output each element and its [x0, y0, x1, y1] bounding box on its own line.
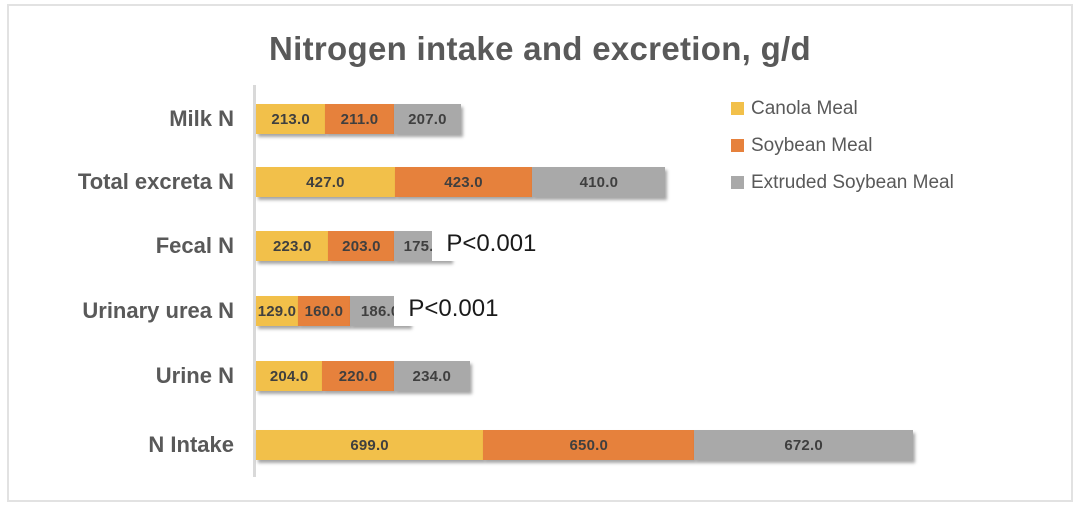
- data-label: 672.0: [784, 436, 823, 454]
- bar-segment: 699.0: [256, 430, 484, 460]
- category-label: Fecal N: [155, 233, 234, 258]
- bar-segment: 204.0: [256, 361, 323, 391]
- data-label: 220.0: [338, 367, 378, 385]
- data-label: 650.0: [569, 436, 609, 454]
- data-label: 207.0: [408, 110, 447, 128]
- bar-row: 699.0 650.0 672.0: [256, 430, 913, 460]
- bar-segment: 410.0: [532, 167, 666, 197]
- data-label: 204.0: [269, 367, 309, 385]
- legend-item-canola-meal: Canola Meal: [731, 90, 954, 127]
- bar-segment: 234.0: [393, 361, 470, 391]
- data-label: 186.0: [360, 302, 400, 320]
- data-label: 427.0: [306, 173, 345, 191]
- category-label: Urinary urea N: [82, 298, 234, 323]
- category-label: Milk N: [169, 106, 234, 131]
- category-label: Total excreta N: [77, 169, 234, 194]
- bar-segment: 129.0: [256, 296, 298, 326]
- data-label: 213.0: [271, 110, 310, 128]
- bar-row: 427.0 423.0 410.0: [256, 167, 666, 197]
- bar-segment: 423.0: [394, 167, 533, 197]
- data-label: 234.0: [412, 367, 452, 385]
- legend: Canola Meal Soybean Meal Extruded Soybea…: [731, 90, 954, 201]
- category-label: N Intake: [148, 432, 234, 457]
- data-label: 129.0: [257, 302, 297, 320]
- bar-segment: 207.0: [393, 104, 462, 134]
- legend-item-soybean-meal: Soybean Meal: [731, 127, 954, 164]
- legend-item-extruded-soybean-meal: Extruded Soybean Meal: [731, 164, 954, 201]
- data-label: 160.0: [304, 302, 344, 320]
- data-label: 423.0: [444, 173, 483, 191]
- bar-segment: 213.0: [256, 104, 326, 134]
- bar-segment: 672.0: [694, 430, 913, 460]
- category-label: Urine N: [155, 363, 234, 388]
- legend-label: Canola Meal: [751, 97, 858, 119]
- category-axis-line: [253, 85, 256, 477]
- data-label: 699.0: [350, 436, 389, 454]
- bar-segment: 650.0: [483, 430, 695, 460]
- p-value-annotation: P<0.001: [394, 292, 505, 326]
- bar-row: 204.0 220.0 234.0: [256, 361, 470, 391]
- legend-marker-canola-meal-icon: [731, 102, 744, 115]
- chart-title: Nitrogen intake and excretion, g/d: [269, 30, 811, 67]
- bar-segment: 223.0: [256, 231, 329, 261]
- bar-row: 223.0 203.0 175.0: [256, 231, 452, 261]
- data-label: 211.0: [340, 110, 379, 128]
- bar-segment: 203.0: [328, 231, 395, 261]
- data-label: 223.0: [272, 237, 312, 255]
- legend-marker-extruded-soybean-meal-icon: [731, 176, 744, 189]
- p-value-annotation: P<0.001: [432, 227, 543, 261]
- bar-segment: 220.0: [322, 361, 394, 391]
- bar-segment: 211.0: [325, 104, 394, 134]
- bar-row: 129.0 160.0 186.0: [256, 296, 411, 326]
- legend-label: Extruded Soybean Meal: [751, 171, 954, 193]
- data-label: 203.0: [342, 237, 381, 255]
- legend-label: Soybean Meal: [751, 134, 873, 156]
- bar-segment: 427.0: [256, 167, 395, 197]
- legend-marker-soybean-meal-icon: [731, 139, 744, 152]
- data-label: 410.0: [579, 173, 619, 191]
- bar-row: 213.0 211.0 207.0: [256, 104, 462, 134]
- bar-segment: 160.0: [297, 296, 350, 326]
